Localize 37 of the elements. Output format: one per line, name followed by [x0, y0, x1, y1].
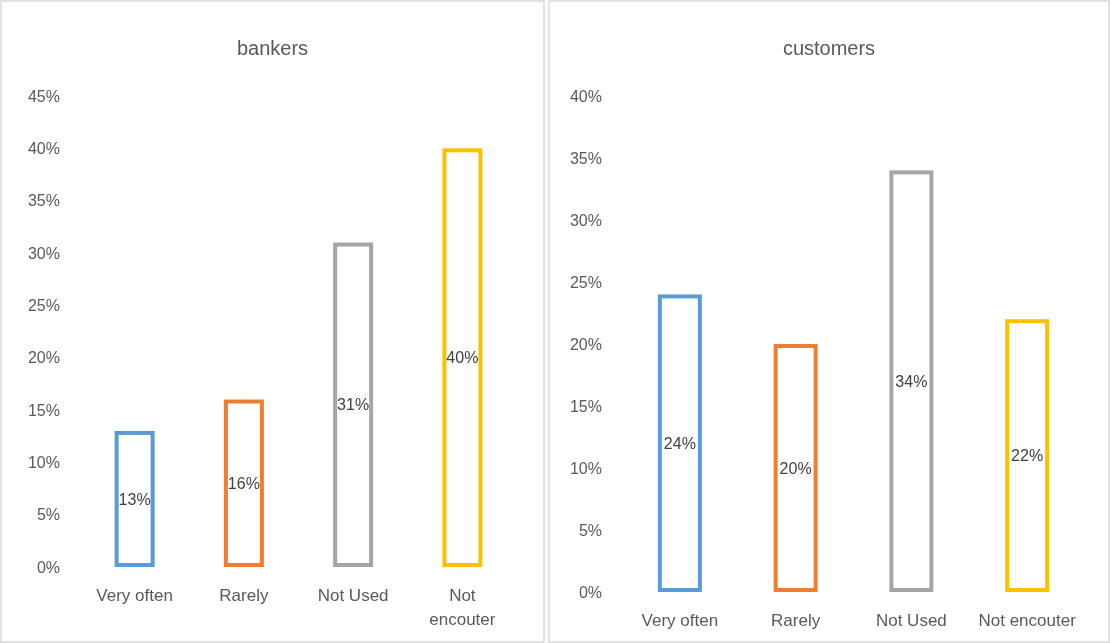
y-tick-label: 10%: [569, 459, 602, 477]
x-tick-label: Not Used: [875, 611, 947, 630]
x-tick-label: Not encouter: [429, 586, 496, 629]
y-tick-label: 0%: [36, 558, 60, 576]
data-label: 16%: [227, 474, 260, 492]
data-label: 24%: [663, 434, 696, 452]
y-tick-label: 20%: [27, 349, 60, 367]
data-label: 22%: [1011, 447, 1044, 465]
y-tick-label: 15%: [27, 401, 60, 419]
y-tick-label: 35%: [27, 192, 60, 210]
y-tick-label: 30%: [27, 244, 60, 262]
data-label: 40%: [446, 349, 479, 367]
data-label: 34%: [895, 372, 928, 390]
y-tick-label: 25%: [27, 296, 60, 314]
chart-title: bankers: [236, 37, 309, 59]
y-tick-label: 20%: [569, 335, 602, 353]
y-tick-label: 30%: [569, 211, 602, 229]
x-tick-label: Not encouter: [978, 611, 1077, 630]
y-tick-label: 10%: [27, 453, 60, 471]
data-label: 20%: [779, 459, 812, 477]
y-tick-label: 35%: [569, 149, 602, 167]
y-tick-label: 40%: [569, 87, 602, 105]
y-tick-label: 0%: [578, 583, 602, 601]
y-tick-label: 5%: [578, 521, 602, 539]
y-tick-label: 25%: [569, 273, 602, 291]
chart-title: customers: [782, 37, 876, 59]
y-tick-label: 15%: [569, 397, 602, 415]
x-tick-label: Not Used: [317, 586, 389, 605]
y-tick-label: 45%: [27, 87, 60, 105]
data-label: 31%: [337, 396, 370, 414]
x-tick-label: Very often: [641, 611, 719, 630]
x-tick-label: Very often: [96, 586, 173, 605]
data-label: 13%: [118, 490, 151, 508]
y-tick-label: 5%: [36, 506, 60, 524]
y-tick-label: 40%: [27, 139, 60, 157]
x-tick-label: Rarely: [771, 611, 821, 630]
x-tick-label: Rarely: [219, 586, 269, 605]
